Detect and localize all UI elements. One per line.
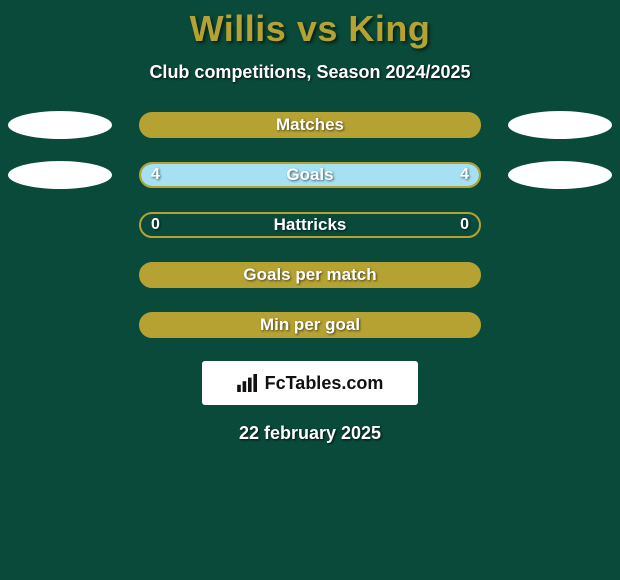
stat-bar-goals_per_match: Goals per match <box>139 262 481 288</box>
stat-label: Goals per match <box>243 265 376 285</box>
stat-bar-matches: Matches <box>139 112 481 138</box>
stat-row-hattricks: Hattricks 0 0 <box>0 211 620 239</box>
bar-fill-right <box>310 164 479 186</box>
player-disc-right <box>508 111 612 139</box>
bar-chart-icon <box>237 374 259 392</box>
branding-text: FcTables.com <box>265 373 384 394</box>
footer-date: 22 february 2025 <box>0 423 620 444</box>
stat-bar-min_per_goal: Min per goal <box>139 312 481 338</box>
stat-row-goals_per_match: Goals per match <box>0 261 620 289</box>
page-title: Willis vs King <box>0 8 620 50</box>
stat-row-goals: Goals 4 4 <box>0 161 620 189</box>
stat-bar-goals: Goals 4 4 <box>139 162 481 188</box>
stat-value-left: 0 <box>151 216 160 234</box>
stat-value-left: 4 <box>151 166 160 184</box>
player-disc-right <box>508 161 612 189</box>
stat-row-min_per_goal: Min per goal <box>0 311 620 339</box>
stat-label: Matches <box>276 115 344 135</box>
comparison-card: Willis vs King Club competitions, Season… <box>0 0 620 580</box>
player-disc-left <box>8 161 112 189</box>
bar-fill-left <box>141 164 310 186</box>
stat-bar-hattricks: Hattricks 0 0 <box>139 212 481 238</box>
stat-label: Goals <box>286 165 333 185</box>
comparison-grid: Matches Goals 4 4 Hattricks 0 0 Goals per match… <box>0 111 620 339</box>
page-subtitle: Club competitions, Season 2024/2025 <box>0 62 620 83</box>
stat-row-matches: Matches <box>0 111 620 139</box>
branding-badge: FcTables.com <box>202 361 418 405</box>
stat-label: Hattricks <box>274 215 347 235</box>
stat-value-right: 0 <box>460 216 469 234</box>
player-disc-left <box>8 111 112 139</box>
stat-value-right: 4 <box>460 166 469 184</box>
stat-label: Min per goal <box>260 315 360 335</box>
